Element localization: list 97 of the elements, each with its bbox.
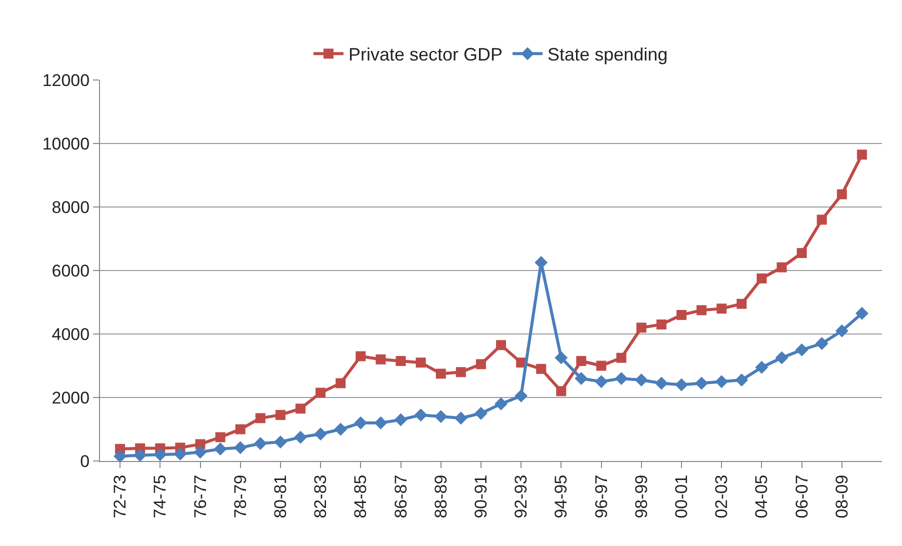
point [416,358,426,368]
y-tick-label: 6000 [52,261,90,280]
point [354,416,368,430]
x-tick-label: 88-89 [431,474,450,518]
point [756,273,767,284]
point [614,372,628,385]
point [795,343,808,356]
point [174,448,187,461]
y-tick-label: 4000 [52,324,90,344]
point [715,375,728,388]
point [695,376,708,390]
point [596,360,606,371]
point [134,448,147,462]
point [194,446,207,459]
point [114,450,127,463]
point [314,428,328,441]
x-tick-label: 80-81 [270,474,290,518]
y-tick-label: 2000 [52,388,90,408]
point [235,424,246,434]
x-tick-label: 78-79 [230,474,250,518]
point [414,408,428,422]
legend-label: State spending [548,44,668,65]
point [514,389,528,402]
point [234,441,247,454]
point [456,367,466,378]
x-tick-label: 04-05 [752,474,772,518]
point [716,304,727,314]
point [796,248,807,258]
y-tick-label: 10000 [42,134,90,154]
x-tick-label: 94-95 [552,474,571,518]
y-tick-label: 12000 [42,70,90,90]
point [855,306,868,320]
point [815,337,828,350]
point [394,413,408,426]
legend-label: Private sector GDP [348,44,503,65]
point [634,374,648,387]
x-tick-label: 76-77 [190,474,210,518]
x-tick-label: 72-73 [110,474,130,518]
point [616,352,626,363]
point [374,416,388,430]
point [454,412,468,425]
point [836,189,847,200]
point [275,410,286,420]
point [494,397,508,410]
x-tick-label: 82-83 [311,474,330,518]
x-tick-label: 00-01 [672,474,692,518]
point [376,354,386,364]
point [835,324,848,338]
point [215,432,226,442]
x-tick-label: 86-87 [391,474,410,518]
point [536,364,546,374]
point [574,372,588,385]
point [755,360,768,374]
point [656,319,666,330]
point [776,262,787,272]
point [255,413,266,424]
point [476,359,486,370]
point [254,437,267,450]
x-tick-label: 96-97 [592,474,611,518]
x-tick-label: 92-93 [512,474,531,518]
point [856,150,867,160]
point [594,375,608,388]
point [674,378,688,392]
point [436,368,446,379]
y-tick-label: 8000 [52,198,90,217]
point [154,448,167,462]
point [294,430,308,444]
x-tick-label: 06-07 [792,474,812,518]
x-tick-label: 90-91 [471,474,490,518]
point [316,388,326,398]
point [676,310,686,320]
y-tick-label: 0 [80,452,90,471]
x-tick-label: 08-09 [832,474,852,518]
point [556,386,566,396]
x-tick-label: 98-99 [632,474,651,518]
point [736,298,747,309]
x-tick-label: 84-85 [351,474,370,518]
point [576,356,586,366]
point [654,376,668,390]
point [356,351,366,362]
point [696,305,707,316]
point [214,442,227,456]
point [735,374,748,387]
x-tick-label: 02-03 [712,474,732,518]
point [274,435,287,448]
point [296,404,306,414]
point [636,322,646,333]
x-tick-label: 74-75 [150,474,170,518]
point [396,356,406,366]
point [496,340,506,350]
point [334,422,348,436]
point [775,351,788,364]
point [434,410,448,424]
point [474,406,488,420]
point [554,351,568,364]
point [816,214,827,225]
point [336,378,346,388]
